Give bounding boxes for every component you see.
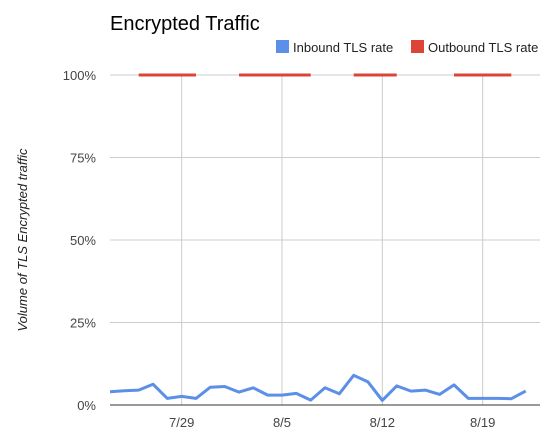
horizontal-gridlines (110, 74, 540, 406)
y-axis-title: Volume of TLS Encrypted traffic (15, 148, 30, 332)
chart-title: Encrypted Traffic (110, 13, 260, 35)
y-tick-label: 100% (63, 68, 97, 83)
series-layer (109, 73, 527, 402)
x-tick-label: 8/19 (470, 415, 495, 430)
x-tick-label: 8/12 (370, 415, 395, 430)
legend-label-outbound: Outbound TLS rate (428, 40, 538, 55)
series-inbound (109, 373, 527, 402)
x-tick-labels: 7/29 8/5 8/12 8/19 (169, 415, 495, 430)
y-tick-label: 0% (77, 398, 96, 413)
y-tick-labels: 0% 25% 50% 75% 100% (63, 68, 97, 413)
x-tick-label: 7/29 (169, 415, 194, 430)
legend-swatch-outbound (411, 40, 424, 53)
y-tick-label: 75% (70, 151, 96, 166)
legend: Inbound TLS rate Outbound TLS rate (276, 40, 538, 55)
legend-label-inbound: Inbound TLS rate (293, 40, 393, 55)
y-tick-label: 50% (70, 233, 96, 248)
x-tick-label: 8/5 (273, 415, 291, 430)
series-line-segment (109, 373, 527, 402)
y-tick-label: 25% (70, 316, 96, 331)
legend-swatch-inbound (276, 40, 289, 53)
